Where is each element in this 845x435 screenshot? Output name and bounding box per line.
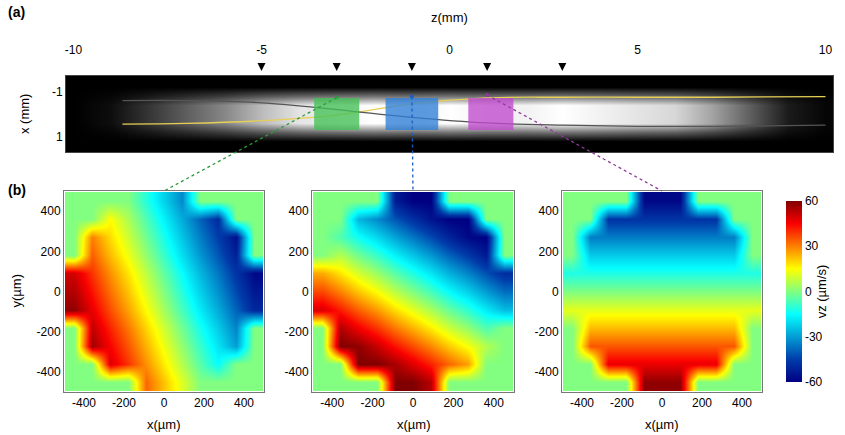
svg-text:200: 200 [443,396,463,410]
svg-text:x(µm): x(µm) [645,417,678,432]
svg-text:0: 0 [410,396,417,410]
svg-text:x (mm): x (mm) [17,94,32,134]
svg-text:5: 5 [634,43,641,57]
svg-text:-400: -400 [285,365,309,379]
svg-text:-5: -5 [256,43,267,57]
svg-text:vz (µm/s): vz (µm/s) [814,265,829,319]
svg-text:1: 1 [56,130,63,144]
svg-text:-400: -400 [320,396,344,410]
svg-text:-400: -400 [535,365,559,379]
svg-text:200: 200 [692,396,712,410]
svg-text:60: 60 [805,194,819,208]
svg-text:0: 0 [805,285,812,299]
svg-text:-400: -400 [570,396,594,410]
svg-text:400: 400 [289,204,309,218]
svg-text:y(µm): y(µm) [9,274,24,307]
svg-text:200: 200 [539,245,559,259]
svg-text:x(µm): x(µm) [397,417,430,432]
svg-text:400: 400 [539,204,559,218]
svg-text:0: 0 [552,285,559,299]
svg-text:-200: -200 [285,325,309,339]
svg-text:-1: -1 [52,85,63,99]
svg-text:0: 0 [659,396,666,410]
svg-text:-60: -60 [805,375,823,389]
svg-text:400: 400 [234,396,254,410]
svg-text:-200: -200 [112,396,136,410]
svg-text:(a): (a) [8,4,25,20]
svg-text:(b): (b) [8,182,26,198]
svg-text:30: 30 [805,239,819,253]
svg-text:400: 400 [484,396,504,410]
svg-text:-200: -200 [37,325,61,339]
svg-text:-200: -200 [361,396,385,410]
svg-text:10: 10 [819,43,833,57]
svg-text:z(mm): z(mm) [431,10,468,25]
svg-text:400: 400 [41,204,61,218]
svg-text:-30: -30 [805,330,823,344]
svg-text:0: 0 [161,396,168,410]
svg-text:-200: -200 [610,396,634,410]
svg-text:0: 0 [302,285,309,299]
svg-text:-10: -10 [65,43,83,57]
svg-text:200: 200 [41,245,61,259]
svg-text:0: 0 [54,285,61,299]
svg-text:400: 400 [732,396,752,410]
svg-text:x(µm): x(µm) [147,417,180,432]
svg-text:0: 0 [446,43,453,57]
svg-text:-400: -400 [37,365,61,379]
svg-text:-200: -200 [535,325,559,339]
svg-text:-400: -400 [72,396,96,410]
svg-text:200: 200 [289,245,309,259]
svg-text:200: 200 [194,396,214,410]
